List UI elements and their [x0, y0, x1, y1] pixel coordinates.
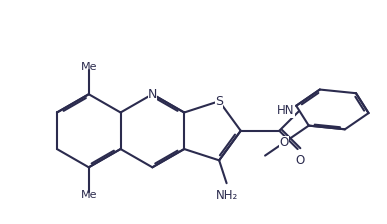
Text: Me: Me: [80, 190, 97, 200]
Text: Me: Me: [80, 62, 97, 72]
Text: N: N: [148, 88, 157, 101]
Text: O: O: [295, 153, 304, 166]
Text: HN: HN: [277, 104, 295, 117]
Text: O: O: [280, 136, 289, 149]
Text: NH₂: NH₂: [216, 189, 238, 202]
Text: S: S: [215, 95, 223, 108]
